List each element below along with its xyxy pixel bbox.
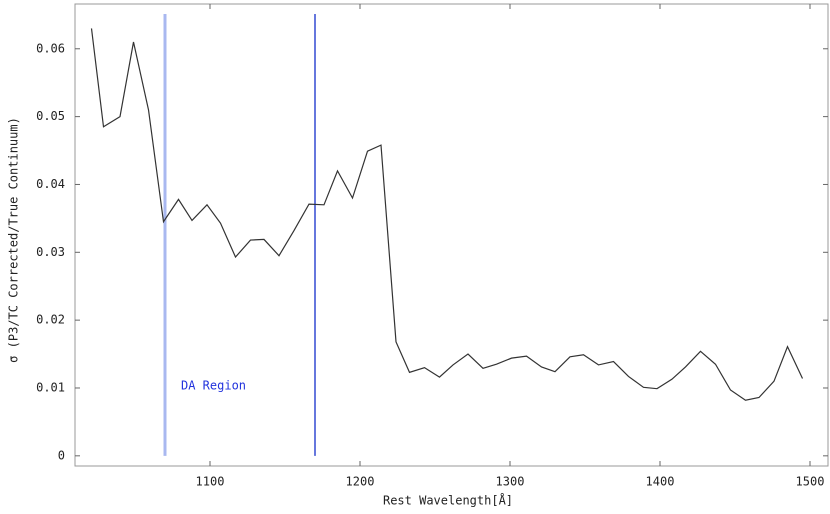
data-line <box>90 28 804 401</box>
y-tick-label: 0.02 <box>36 313 65 327</box>
y-axis-label: σ (P3/TC Corrected/True Continuum) <box>7 117 21 363</box>
x-axis-label: Rest Wavelength[Å] <box>383 493 513 508</box>
x-tick-label: 1200 <box>346 475 375 489</box>
y-tick-label: 0.04 <box>36 177 65 191</box>
x-tick-label: 1300 <box>496 475 525 489</box>
plot-frame <box>74 3 829 467</box>
y-tick-label: 0.01 <box>36 380 65 394</box>
y-tick-label: 0.06 <box>36 41 65 55</box>
y-tick-label: 0.05 <box>36 109 65 123</box>
annotation: DA Region <box>181 379 246 393</box>
y-tick-label: 0 <box>58 448 65 462</box>
x-tick-label: 1100 <box>196 475 225 489</box>
x-tick-label: 1400 <box>646 475 675 489</box>
y-tick-label: 0.03 <box>36 245 65 259</box>
x-tick-label: 1500 <box>796 475 825 489</box>
